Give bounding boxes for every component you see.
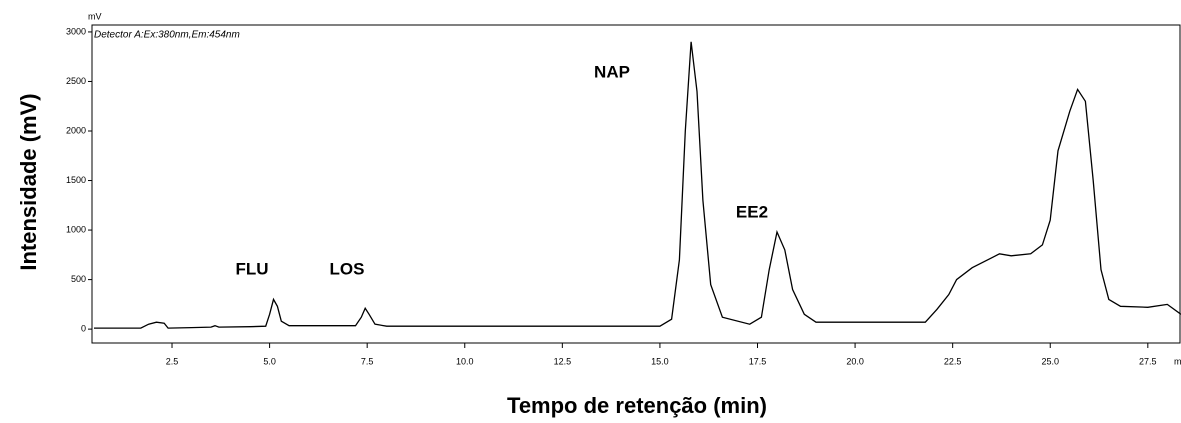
y-tick-label: 1000 (66, 224, 86, 234)
y-axis-label: Intensidade (mV) (16, 93, 41, 270)
peak-label: FLU (235, 259, 268, 278)
x-tick-label: 15.0 (651, 356, 669, 366)
x-unit: min (1174, 356, 1181, 366)
y-tick-label: 500 (71, 274, 86, 284)
x-tick-label: 2.5 (166, 356, 179, 366)
y-tick-label: 3000 (66, 26, 86, 36)
peak-label: EE2 (736, 202, 768, 221)
signal-line (94, 41, 1181, 329)
x-tick-label: 17.5 (749, 356, 767, 366)
x-tick-label: 27.5 (1139, 356, 1157, 366)
y-unit: mV (88, 11, 102, 21)
peak-label: NAP (594, 62, 630, 81)
y-tick-label: 1500 (66, 175, 86, 185)
peak-label: LOS (330, 259, 365, 278)
y-tick-label: 0 (81, 324, 86, 334)
x-tick-label: 10.0 (456, 356, 474, 366)
x-tick-label: 5.0 (263, 356, 276, 366)
y-tick-label: 2000 (66, 125, 86, 135)
plot-frame (91, 24, 1181, 344)
x-tick-label: 7.5 (361, 356, 374, 366)
x-tick-label: 22.5 (944, 356, 962, 366)
x-tick-label: 25.0 (1041, 356, 1059, 366)
y-tick-label: 2500 (66, 76, 86, 86)
x-tick-label: 12.5 (554, 356, 572, 366)
detector-label: Detector A:Ex:380nm,Em:454nm (94, 30, 240, 41)
x-tick-label: 20.0 (846, 356, 864, 366)
x-axis-label: Tempo de retenção (min) (507, 393, 767, 418)
